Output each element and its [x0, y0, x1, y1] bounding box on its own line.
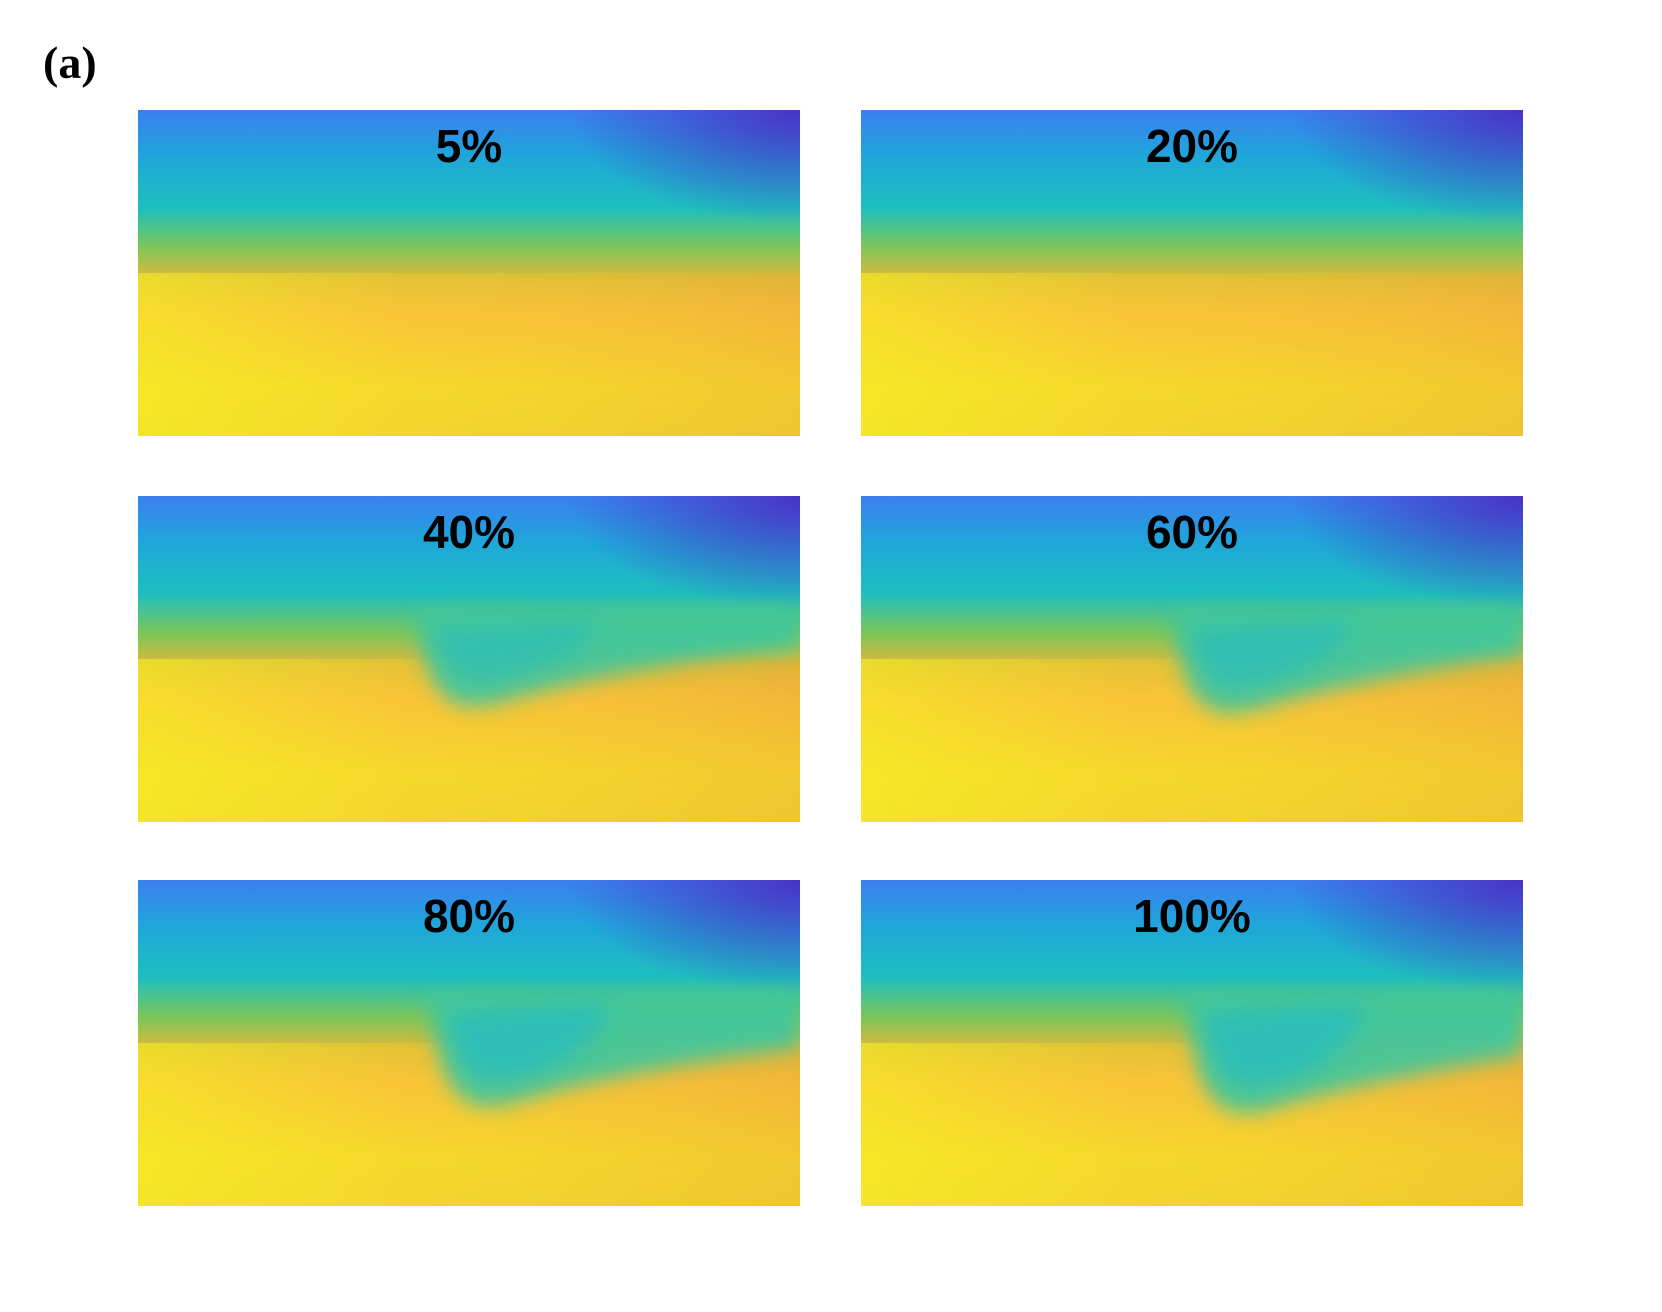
heatmap-image	[138, 880, 800, 1206]
panel-label: 100%	[1133, 890, 1251, 942]
heatmap-panel: 60%	[861, 496, 1523, 822]
heatmap-image	[138, 110, 800, 436]
heatmap-trough-core	[1192, 620, 1352, 686]
heatmap-image	[138, 496, 800, 822]
heatmap-panel: 5%	[138, 110, 800, 436]
heatmap-image	[861, 880, 1523, 1206]
heatmap-panel: 20%	[861, 110, 1523, 436]
heatmap-panel: 100%	[861, 880, 1523, 1206]
heatmap-image	[861, 110, 1523, 436]
figure-label: (a)	[43, 37, 97, 88]
panel-label: 80%	[423, 890, 515, 942]
heatmap-trough-core	[449, 1004, 610, 1080]
heatmap-trough-core	[1205, 1004, 1366, 1086]
heatmap-image	[861, 496, 1523, 822]
heatmap-corner	[138, 110, 800, 436]
panel-label: 5%	[436, 120, 502, 172]
heatmap-panel: 40%	[138, 496, 800, 822]
panel-label: 40%	[423, 506, 515, 558]
panel-label: 60%	[1146, 506, 1238, 558]
heatmap-trough-core	[435, 620, 596, 680]
heatmap-panel: 80%	[138, 880, 800, 1206]
heatmap-corner	[861, 110, 1523, 436]
panel-label: 20%	[1146, 120, 1238, 172]
